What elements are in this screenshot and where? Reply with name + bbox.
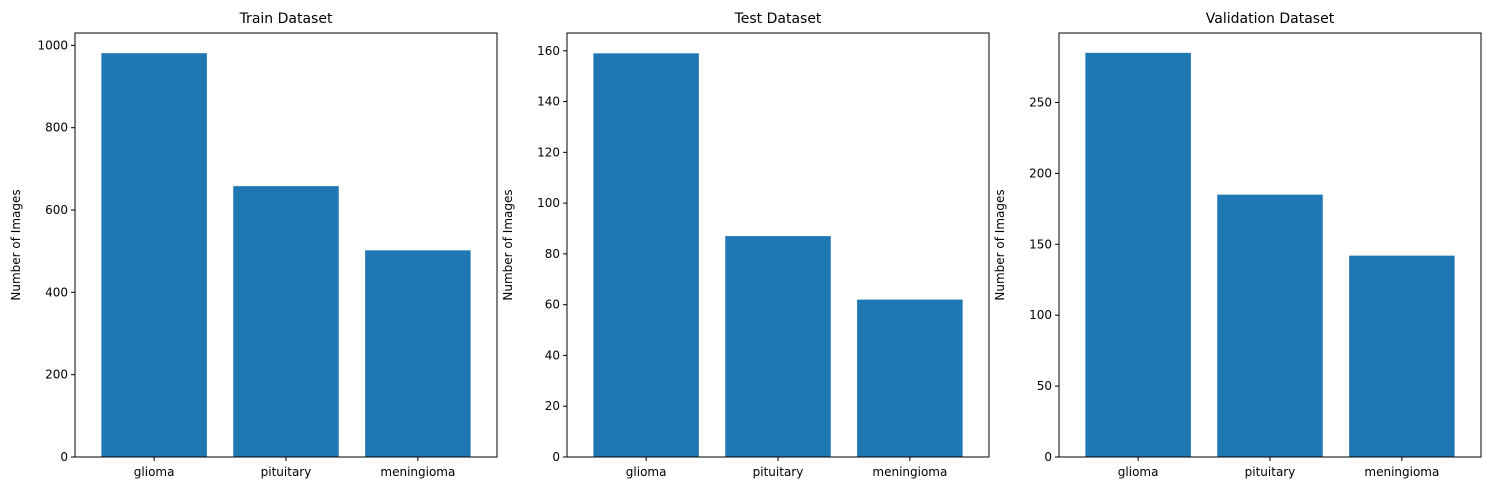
axes-frame [74,32,498,458]
bar-glioma [101,53,207,458]
x-tick-label: glioma [1118,465,1159,479]
bar-meningioma [857,299,963,457]
panel-validation: Validation Dataset Number of Images glio… [993,11,1482,479]
x-tick-label: meningioma [380,465,455,479]
y-tick-label: 50 [1037,379,1052,393]
y-axis-label: Number of Images [501,189,515,300]
y-tick-label: 60 [545,298,560,312]
y-tick-label: 0 [1044,450,1052,464]
panel-train: Train Dataset Number of Images glioma pit… [9,11,498,479]
bar-pituitary [725,236,831,457]
y-tick-label: 100 [537,196,560,210]
y-tick-label: 150 [1029,237,1052,251]
y-tick-label: 1000 [37,38,68,52]
y-axis-label: Number of Images [9,189,23,300]
y-tick-label: 40 [545,348,560,362]
x-tick-label: glioma [626,465,667,479]
x-tick-label: pituitary [261,465,312,479]
x-tick-label: pituitary [753,465,804,479]
bar-glioma [1085,52,1191,457]
axes-frame [1058,32,1482,458]
y-tick-label: 250 [1029,95,1052,109]
y-tick-label: 200 [1029,166,1052,180]
chart-title: Test Dataset [734,11,822,27]
axes-frame [566,32,990,458]
x-tick-label: meningioma [1364,465,1439,479]
y-tick-label: 600 [45,203,68,217]
y-tick-label: 80 [545,247,560,261]
y-tick-label: 20 [545,399,560,413]
y-tick-label: 120 [537,145,560,159]
y-tick-label: 100 [1029,308,1052,322]
x-tick-label: glioma [134,465,175,479]
y-tick-label: 800 [45,121,68,135]
y-tick-label: 160 [537,44,560,58]
bar-meningioma [365,250,471,457]
y-tick-label: 400 [45,285,68,299]
x-tick-label: meningioma [872,465,947,479]
y-tick-label: 0 [60,450,68,464]
bar-pituitary [1217,194,1323,457]
chart-title: Validation Dataset [1206,11,1335,27]
y-tick-label: 0 [552,450,560,464]
chart-title: Train Dataset [239,11,333,27]
bar-glioma [593,53,699,458]
panel-test: Test Dataset Number of Images glioma pitu… [501,11,990,479]
bar-meningioma [1349,255,1455,457]
y-tick-label: 200 [45,368,68,382]
y-axis-label: Number of Images [993,189,1007,300]
y-tick-label: 140 [537,95,560,109]
bar-pituitary [233,186,339,458]
x-tick-label: pituitary [1245,465,1296,479]
